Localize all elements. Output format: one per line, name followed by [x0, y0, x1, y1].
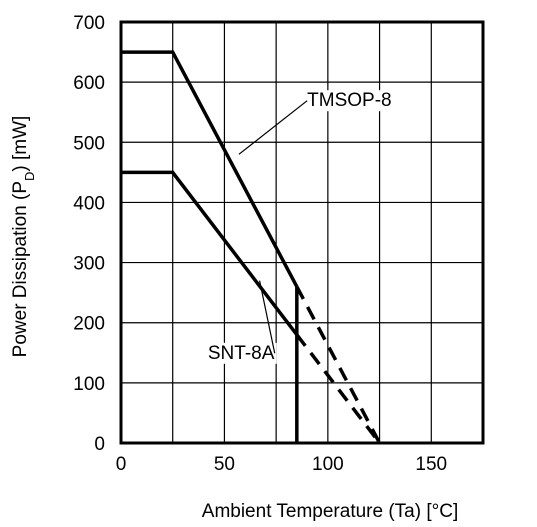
x-tick-label-0: 0	[116, 454, 127, 475]
annotation-leader-tmsop-8	[238, 100, 308, 155]
annotation-label-snt-8a: SNT-8A	[208, 343, 275, 364]
plot-frame	[119, 20, 485, 445]
x-axis-title: Ambient Temperature (Ta) [°C]	[202, 501, 458, 522]
x-tick-labels: 0 50 100 150	[116, 454, 447, 475]
y-tick-label-500: 500	[73, 133, 105, 154]
y-axis-title: Power Dissipation (PD) [mW]	[10, 116, 37, 358]
y-axis-title-main: Power Dissipation (P	[10, 181, 31, 357]
annotation-label-bg-snt-8a	[205, 342, 277, 364]
series-line-snt-8a	[121, 170, 299, 336]
series-line-tmsop-8	[121, 50, 299, 288]
y-tick-label-400: 400	[73, 193, 105, 214]
series-derating-tmsop-8	[295, 285, 382, 444]
series-lines	[121, 50, 382, 445]
series-derating-snt-8a	[295, 333, 381, 445]
annotation-leader-snt-8a	[259, 280, 276, 354]
annotations: TMSOP-8 SNT-8A	[205, 90, 394, 364]
y-tick-label-600: 600	[73, 73, 105, 94]
y-tick-label-0: 0	[94, 434, 105, 455]
y-tick-label-100: 100	[73, 374, 105, 395]
y-tick-labels: 0 100 200 300 400 500 600 700	[73, 13, 105, 455]
y-tick-label-300: 300	[73, 254, 105, 275]
x-tick-label-100: 100	[312, 454, 344, 475]
grid	[121, 22, 483, 443]
annotation-label-tmsop-8: TMSOP-8	[307, 90, 391, 111]
x-tick-label-50: 50	[214, 454, 235, 475]
x-tick-label-150: 150	[415, 454, 447, 475]
y-axis-title-unit: ) [mW]	[10, 116, 31, 172]
annotation-label-bg-tmsop-8	[305, 90, 394, 112]
y-tick-label-200: 200	[73, 314, 105, 335]
y-axis-title-subscript: D	[22, 172, 37, 181]
y-tick-label-700: 700	[73, 13, 105, 34]
